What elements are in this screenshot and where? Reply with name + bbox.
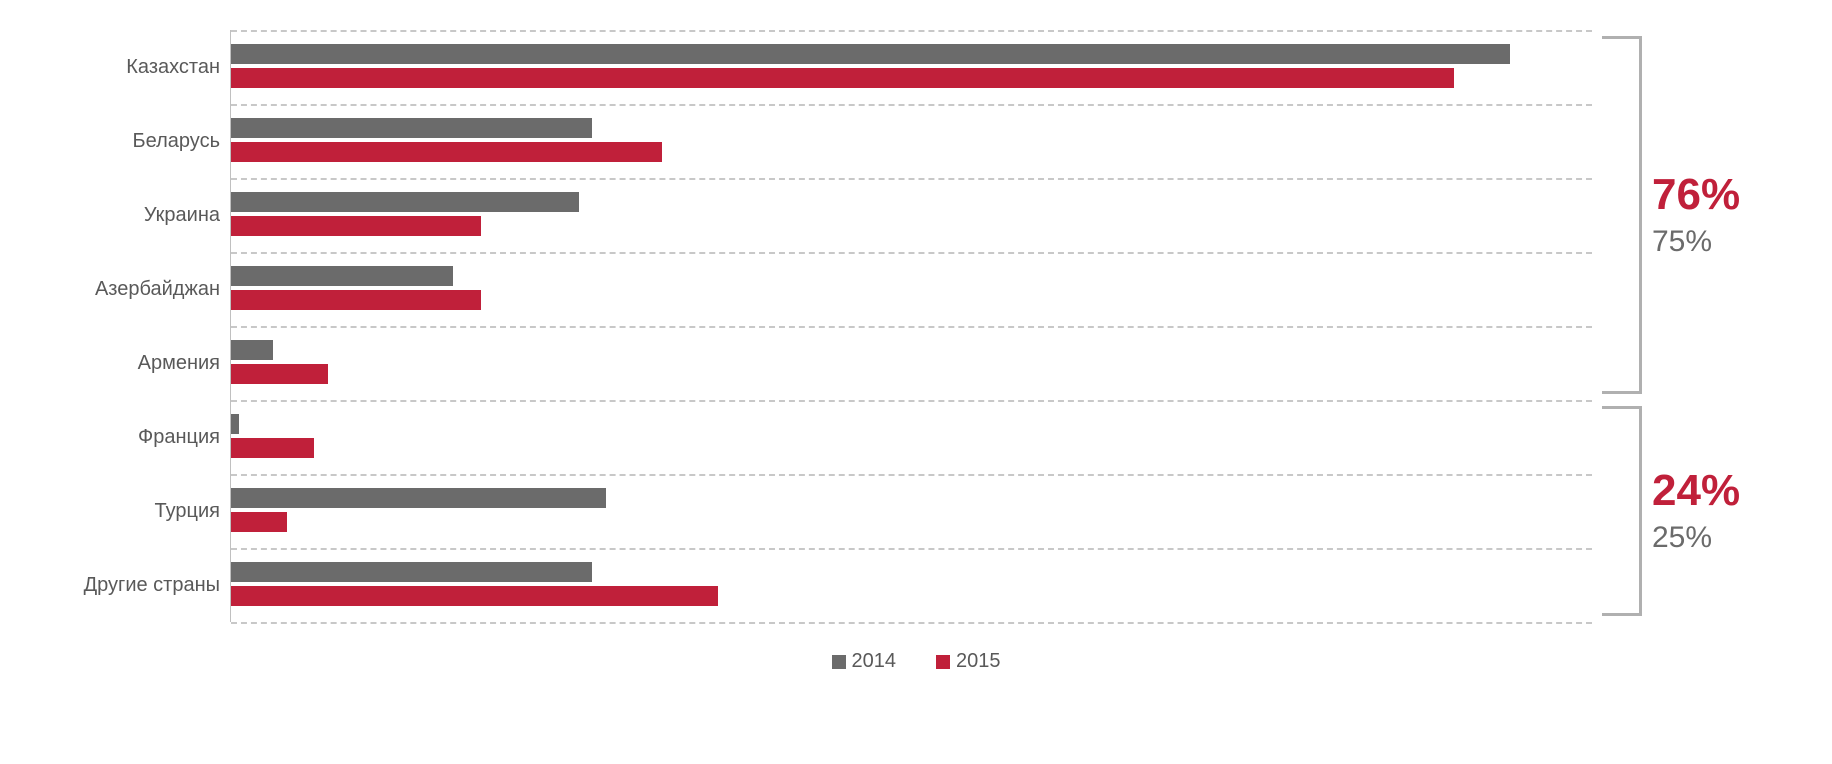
legend-item-2014: 2014: [832, 650, 897, 673]
category-label: Беларусь: [40, 104, 220, 178]
bar-row: [231, 30, 1592, 104]
bar-2015: [231, 586, 718, 606]
bar-row: [231, 400, 1592, 474]
category-label: Армения: [40, 326, 220, 400]
bar-2014: [231, 266, 453, 286]
legend: 2014 2015: [40, 650, 1792, 673]
bar-row: [231, 252, 1592, 326]
category-label: Другие страны: [40, 548, 220, 622]
category-labels-column: КазахстанБеларусьУкраинаАзербайджанАрмен…: [40, 30, 230, 622]
bar-row: [231, 474, 1592, 548]
chart-container: КазахстанБеларусьУкраинаАзербайджанАрмен…: [40, 30, 1792, 622]
bar-2015: [231, 216, 481, 236]
bar-2015: [231, 290, 481, 310]
percent-column: 76%75%24%25%: [1652, 30, 1792, 622]
bar-2015: [231, 68, 1454, 88]
bracket-column: [1592, 30, 1652, 622]
group-bracket: [1602, 36, 1642, 394]
bar-2014: [231, 488, 606, 508]
category-label: Франция: [40, 400, 220, 474]
legend-label-2014: 2014: [852, 650, 897, 673]
bar-2014: [231, 118, 592, 138]
bar-2014: [231, 562, 592, 582]
bar-2014: [231, 340, 273, 360]
bar-2014: [231, 414, 239, 434]
legend-label-2015: 2015: [956, 650, 1001, 673]
legend-item-2015: 2015: [936, 650, 1001, 673]
category-label: Турция: [40, 474, 220, 548]
grid-line: [231, 622, 1592, 624]
bar-2015: [231, 364, 328, 384]
plot-area: [230, 30, 1592, 622]
percent-gray: 75%: [1652, 225, 1740, 259]
bar-2014: [231, 192, 579, 212]
percent-gray: 25%: [1652, 521, 1740, 555]
bar-row: [231, 178, 1592, 252]
percent-group: 24%25%: [1652, 469, 1740, 555]
category-label: Украина: [40, 178, 220, 252]
legend-swatch-2015: [936, 655, 950, 669]
bar-row: [231, 104, 1592, 178]
category-label: Казахстан: [40, 30, 220, 104]
bar-2015: [231, 512, 287, 532]
bar-2015: [231, 142, 662, 162]
legend-swatch-2014: [832, 655, 846, 669]
bar-2014: [231, 44, 1510, 64]
bar-row: [231, 548, 1592, 622]
group-bracket: [1602, 406, 1642, 616]
percent-red: 24%: [1652, 469, 1740, 513]
category-label: Азербайджан: [40, 252, 220, 326]
bar-row: [231, 326, 1592, 400]
percent-group: 76%75%: [1652, 173, 1740, 259]
bar-2015: [231, 438, 314, 458]
percent-red: 76%: [1652, 173, 1740, 217]
